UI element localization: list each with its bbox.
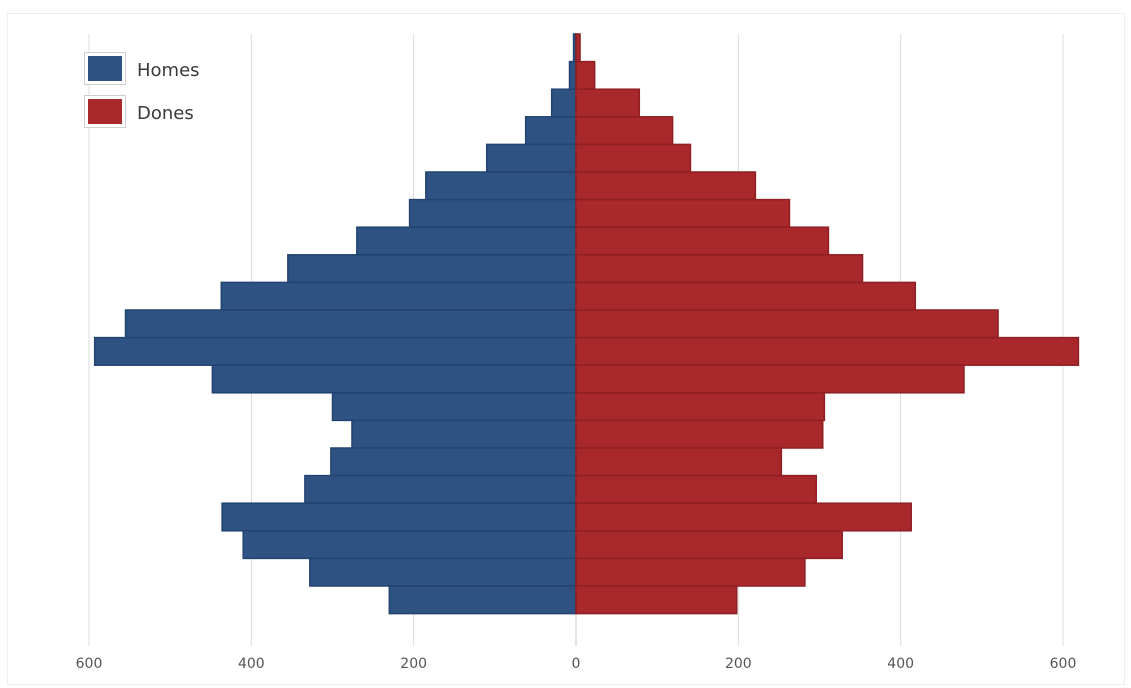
bar-homes-8[interactable] [356, 226, 577, 256]
x-tick-label-6: 600 [1050, 656, 1077, 672]
bar-dones-3[interactable] [575, 88, 641, 118]
bar-dones-11[interactable] [575, 309, 999, 339]
bar-homes-20[interactable] [309, 557, 577, 587]
x-tick-label-2: 200 [400, 656, 427, 672]
legend-item-dones[interactable]: Dones [84, 95, 194, 128]
bar-homes-2[interactable] [568, 60, 577, 90]
bar-dones-9[interactable] [575, 254, 864, 284]
x-tick-label-4: 200 [725, 656, 752, 672]
bar-dones-7[interactable] [575, 198, 791, 228]
bar-homes-14[interactable] [331, 392, 577, 422]
bar-homes-21[interactable] [388, 585, 577, 615]
bar-dones-1[interactable] [575, 33, 581, 63]
population-pyramid-chart: 600 400 200 0 200 400 600 Homes Dones [76, 33, 1080, 672]
bar-homes-9[interactable] [287, 254, 577, 284]
legend-label-homes: Homes [137, 60, 200, 81]
bar-homes-5[interactable] [485, 143, 577, 173]
bar-homes-16[interactable] [330, 447, 577, 477]
bar-dones-5[interactable] [575, 143, 692, 173]
bar-homes-13[interactable] [211, 364, 577, 394]
x-tick-label-5: 400 [887, 656, 914, 672]
legend-item-homes[interactable]: Homes [84, 52, 200, 85]
legend: Homes Dones [84, 52, 200, 128]
bar-homes-4[interactable] [524, 116, 577, 146]
bar-homes-15[interactable] [351, 419, 577, 449]
bar-homes-19[interactable] [242, 530, 577, 560]
bar-homes-10[interactable] [220, 281, 577, 311]
x-tick-label-0: 600 [76, 656, 103, 672]
bar-dones-8[interactable] [575, 226, 830, 256]
bar-homes-17[interactable] [304, 474, 577, 504]
bar-homes-11[interactable] [124, 309, 577, 339]
x-tick-label-3: 0 [572, 656, 581, 672]
bar-dones-15[interactable] [575, 419, 824, 449]
bar-dones-4[interactable] [575, 116, 674, 146]
bar-dones-20[interactable] [575, 557, 806, 587]
bar-dones-21[interactable] [575, 585, 738, 615]
bar-homes-6[interactable] [425, 171, 577, 201]
bars [93, 33, 1080, 615]
bar-dones-18[interactable] [575, 502, 912, 532]
bar-dones-14[interactable] [575, 392, 826, 422]
bar-dones-12[interactable] [575, 336, 1080, 366]
bar-dones-2[interactable] [575, 60, 596, 90]
x-axis: 600 400 200 0 200 400 600 [76, 656, 1077, 672]
chart-frame: 600 400 200 0 200 400 600 Homes Dones [7, 13, 1125, 685]
legend-label-dones: Dones [137, 103, 194, 124]
bar-dones-19[interactable] [575, 530, 843, 560]
bar-homes-12[interactable] [93, 336, 577, 366]
bar-homes-7[interactable] [408, 198, 577, 228]
bar-dones-10[interactable] [575, 281, 917, 311]
legend-swatch-dones-fill [88, 99, 122, 124]
x-tick-label-1: 400 [238, 656, 265, 672]
bar-homes-18[interactable] [221, 502, 577, 532]
bar-dones-17[interactable] [575, 474, 818, 504]
bar-homes-3[interactable] [550, 88, 577, 118]
bar-dones-13[interactable] [575, 364, 965, 394]
legend-swatch-homes-fill [88, 56, 122, 81]
bar-dones-16[interactable] [575, 447, 783, 477]
bar-dones-6[interactable] [575, 171, 757, 201]
